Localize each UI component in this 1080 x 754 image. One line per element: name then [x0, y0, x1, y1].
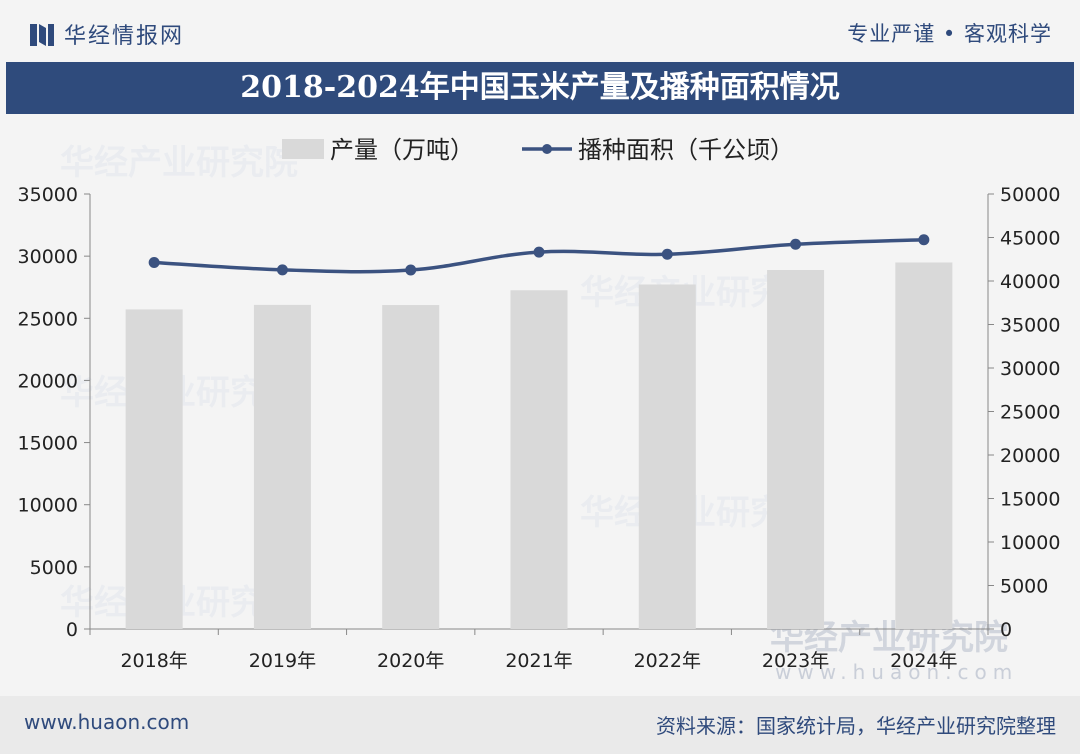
bar [638, 284, 696, 629]
legend: 产量（万吨） 播种面积（千公顷） [282, 136, 794, 164]
x-tick-label: 2019年 [249, 650, 316, 672]
brand-name: 华经情报网 [64, 24, 185, 49]
line-point [790, 238, 802, 250]
x-tick-labels: 2018年 2019年 2020年 2021年 2022年 2023年 2024年 [120, 650, 957, 672]
x-tick-label: 2020年 [377, 650, 444, 672]
footer-url[interactable]: www.huaon.com [24, 710, 190, 734]
y-left-tick-label: 20000 [18, 370, 78, 392]
chart-title: 2018-2024年中国玉米产量及播种面积情况 [240, 70, 840, 105]
y-left-tick-label: 5000 [30, 557, 78, 579]
line-point [661, 248, 673, 260]
y-left-tick-label: 35000 [18, 184, 78, 206]
y-right-tick-label: 40000 [1000, 271, 1060, 293]
bar [253, 304, 311, 629]
y-right-tick-label: 35000 [1000, 315, 1060, 337]
line-point [533, 246, 545, 258]
bar [382, 305, 440, 629]
y-right-tick-label: 0 [1000, 619, 1012, 641]
y-left-tick-label: 15000 [18, 433, 78, 455]
y-left-tick-label: 25000 [18, 308, 78, 330]
bar [767, 270, 825, 629]
x-tick-label: 2018年 [120, 650, 187, 672]
brand-logo-icon [30, 24, 54, 46]
x-tick-label: 2024年 [890, 650, 957, 672]
y-right-tick-label: 25000 [1000, 402, 1060, 424]
slogan: 专业严谨 • 客观科学 [847, 22, 1052, 46]
footer-source: 资料来源：国家统计局，华经产业研究院整理 [656, 714, 1056, 738]
y-left-tick-label: 30000 [18, 246, 78, 268]
line-series [148, 234, 930, 276]
title-band: 2018-2024年中国玉米产量及播种面积情况 [6, 62, 1074, 114]
x-tick-label: 2022年 [634, 650, 701, 672]
watermark-text: 华经产业研究院 [60, 143, 298, 183]
bar [510, 290, 568, 629]
line-point [918, 234, 930, 246]
y-right-tick-label: 45000 [1000, 228, 1060, 250]
footer: www.huaon.com 资料来源：国家统计局，华经产业研究院整理 [0, 696, 1080, 754]
line-point [276, 264, 288, 276]
chart: 华经产业研究院华经产业研究院华经产业研究院华经产业研究院华经产业研究院华经产业研… [18, 136, 1061, 684]
line-point [405, 264, 417, 276]
y-right-tick-label: 5000 [1000, 576, 1048, 598]
bar [895, 262, 953, 629]
y-left-tick-label: 0 [66, 619, 78, 641]
legend-swatch-marker [542, 144, 552, 154]
x-tick-label: 2023年 [762, 650, 829, 672]
y-right-tick-label: 30000 [1000, 358, 1060, 380]
legend-swatch-bar [282, 139, 324, 159]
legend-label-line: 播种面积（千公顷） [578, 136, 794, 164]
watermark-url: www.huaon.com [775, 660, 1018, 684]
bar [125, 309, 183, 629]
bar-series [125, 262, 953, 629]
y-right-tick-label: 10000 [1000, 532, 1060, 554]
y-right-tick-label: 15000 [1000, 489, 1060, 511]
x-tick-label: 2021年 [505, 650, 572, 672]
line-point [148, 256, 160, 268]
y-right-tick-label: 20000 [1000, 445, 1060, 467]
y-left-tick-label: 10000 [18, 495, 78, 517]
y-right-tick-label: 50000 [1000, 184, 1060, 206]
top-bar: 华经情报网 专业严谨 • 客观科学 [0, 0, 1080, 62]
legend-label-bar: 产量（万吨） [330, 136, 474, 164]
